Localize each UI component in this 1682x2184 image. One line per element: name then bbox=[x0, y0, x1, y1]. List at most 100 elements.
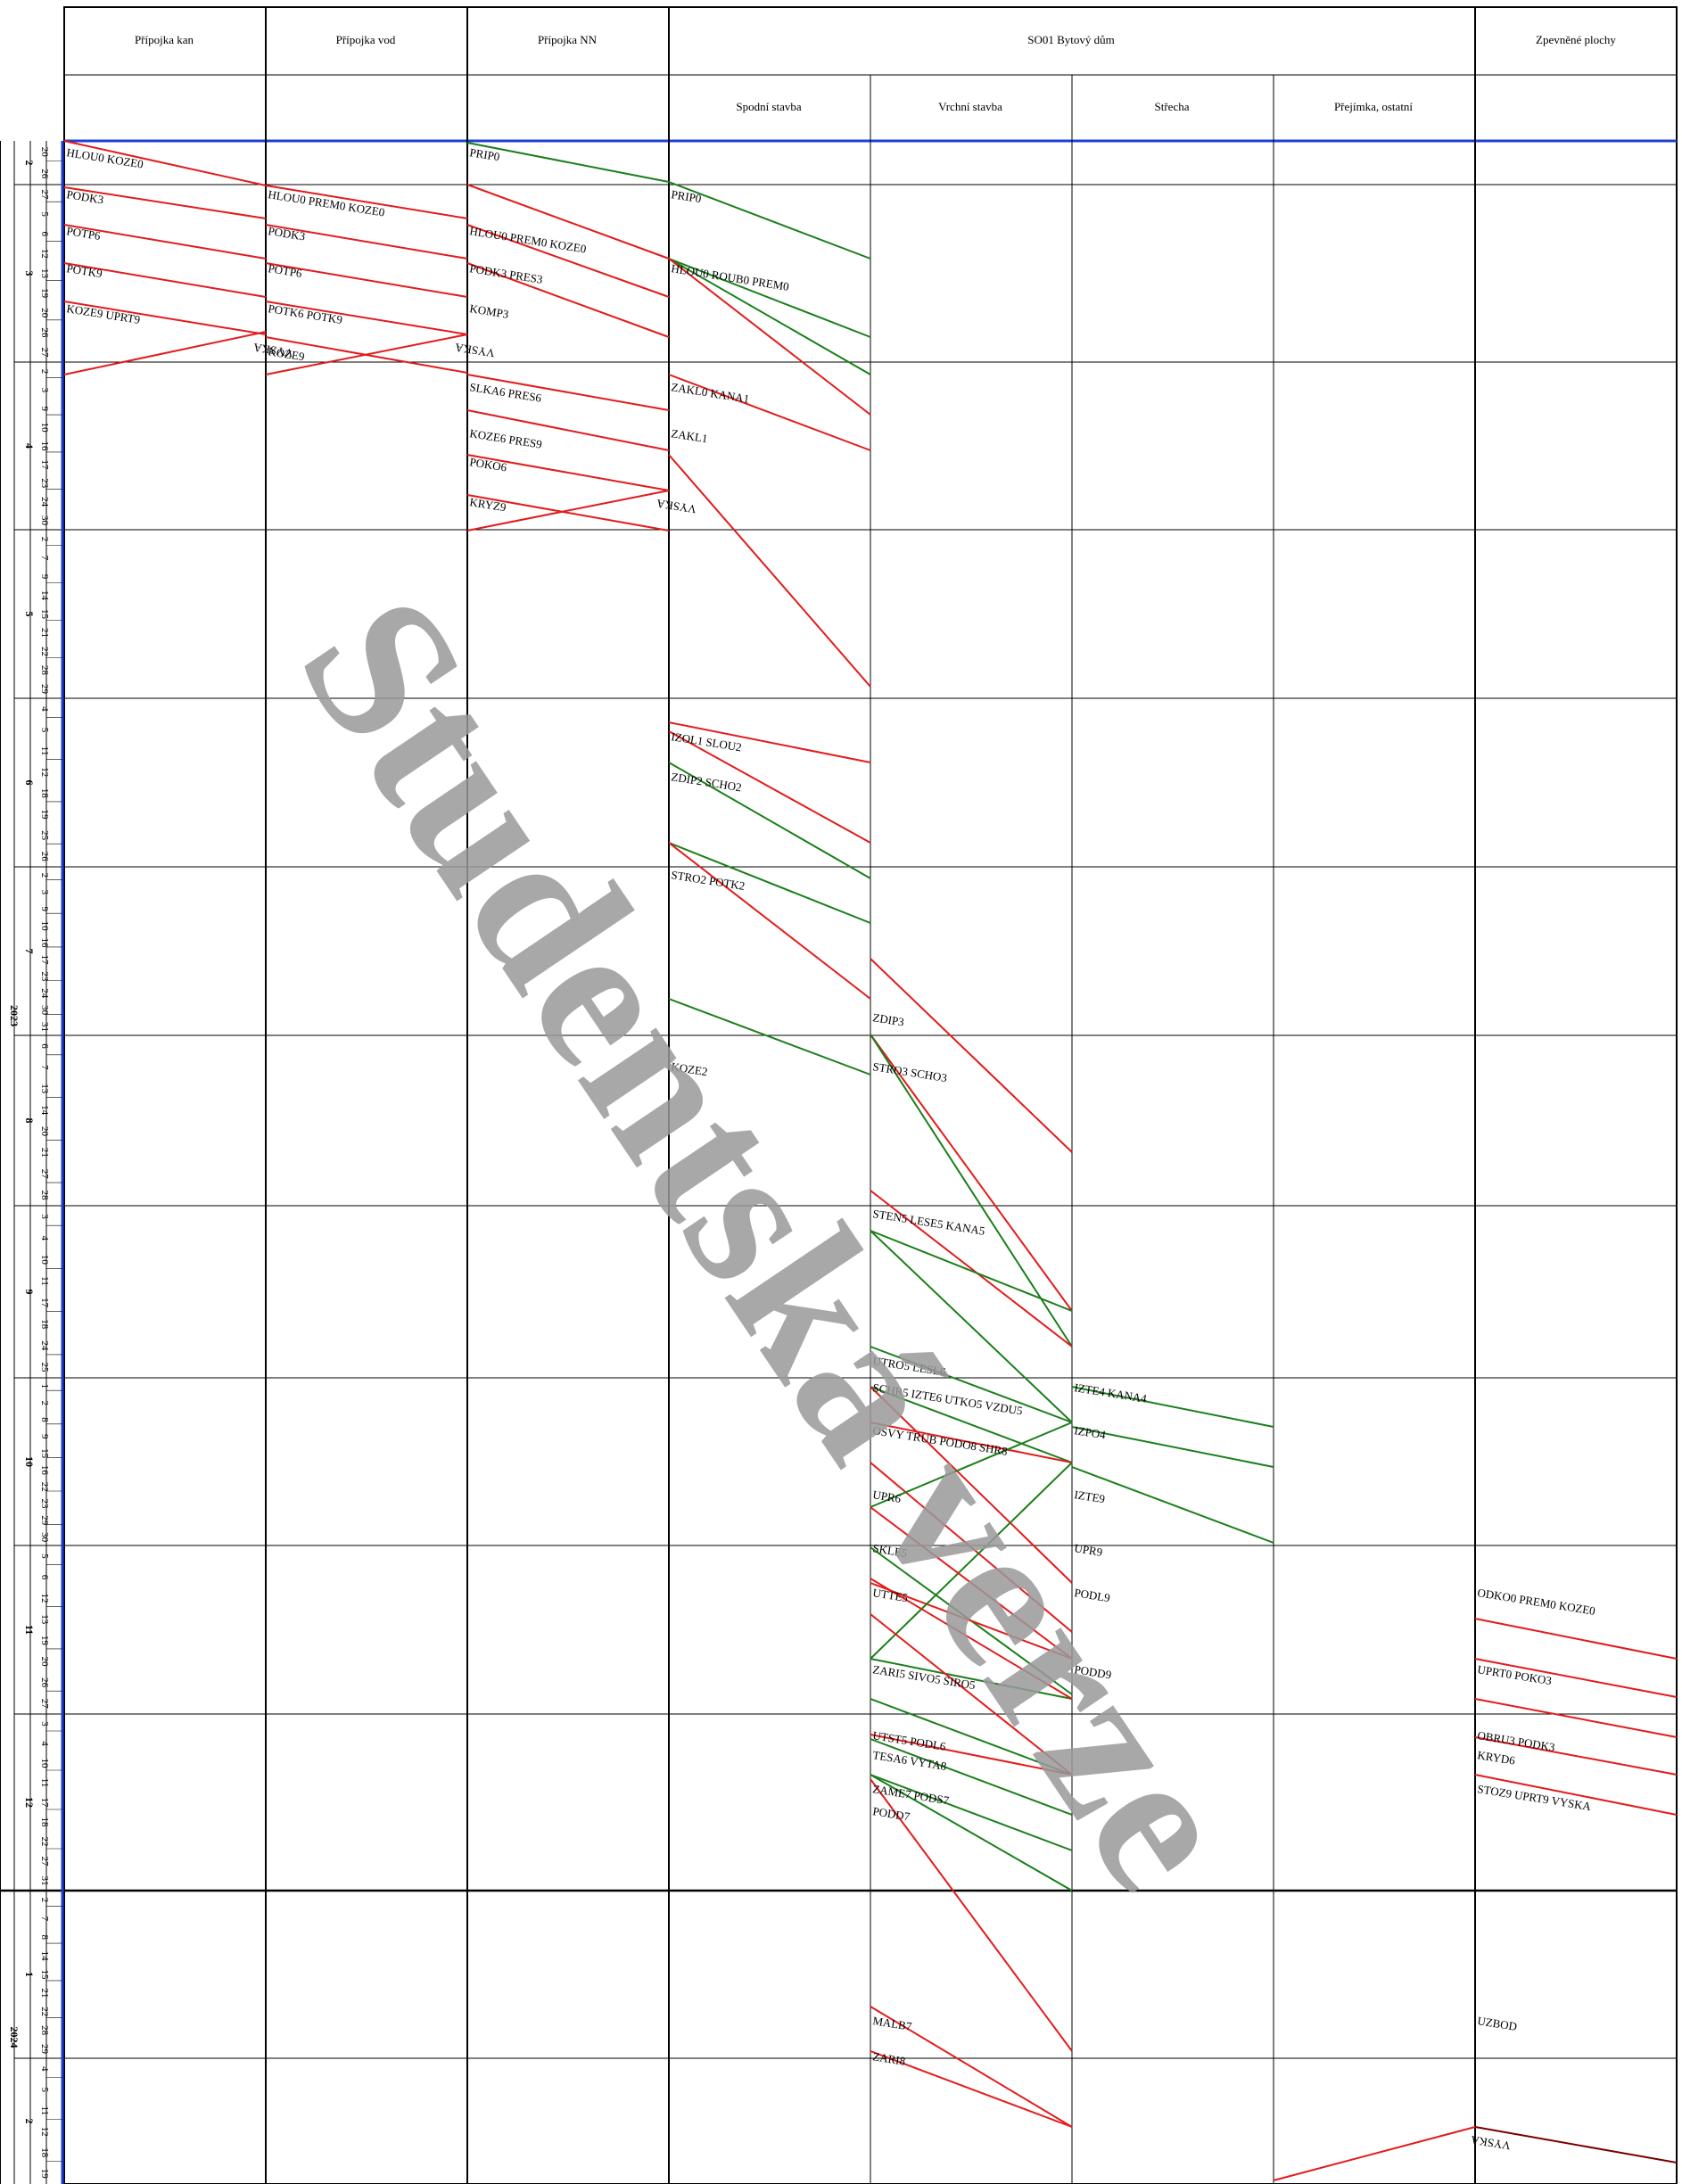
task-label: PRIP0 bbox=[469, 145, 501, 163]
task-line bbox=[870, 1422, 1073, 1463]
date-label: 7 bbox=[39, 556, 50, 561]
task-line bbox=[1071, 1386, 1274, 1428]
date-label: 2 bbox=[39, 873, 50, 878]
milestone-label: VYSKA bbox=[1470, 2133, 1512, 2153]
date-label: 8 bbox=[39, 1934, 50, 1940]
task-label: KOZE6 PRES9 bbox=[469, 426, 543, 451]
date-label: 14 bbox=[39, 1105, 50, 1116]
task-label: SLKA6 PRES6 bbox=[469, 380, 543, 405]
date-label: 22 bbox=[39, 1837, 50, 1847]
task-line bbox=[265, 301, 468, 335]
date-label: 6 bbox=[39, 1043, 50, 1049]
task-line bbox=[870, 1582, 1073, 1660]
task-line bbox=[466, 490, 670, 532]
month-label: 11 bbox=[23, 1625, 36, 1635]
task-label: SKLE5 bbox=[872, 1541, 909, 1560]
date-label: 20 bbox=[39, 147, 50, 158]
task-label: KOZE9 UPRT9 bbox=[66, 301, 142, 326]
date-label: 20 bbox=[39, 1126, 50, 1137]
month-label: 10 bbox=[23, 1456, 36, 1467]
month-label: 3 bbox=[23, 271, 36, 276]
task-label: IZOL1 SLOU2 bbox=[671, 729, 743, 754]
date-label: 24 bbox=[39, 497, 50, 507]
task-label: ZDIP2 SCHO2 bbox=[671, 770, 743, 794]
task-line bbox=[668, 258, 871, 375]
date-label: 5 bbox=[39, 2088, 50, 2093]
date-label: 29 bbox=[39, 1515, 50, 1526]
task-label: PODL9 bbox=[1074, 1586, 1111, 1604]
task-line bbox=[870, 1422, 1073, 1508]
date-label: 21 bbox=[39, 1988, 50, 1998]
date-label: 7 bbox=[39, 1916, 50, 1922]
date-label: 11 bbox=[39, 746, 50, 756]
date-label: 3 bbox=[39, 1721, 50, 1727]
task-line bbox=[466, 184, 670, 260]
month-label: 2 bbox=[23, 2119, 36, 2124]
date-label: 25 bbox=[39, 1362, 50, 1372]
task-label: IZTE4 KANA4 bbox=[1074, 1380, 1149, 1405]
task-line bbox=[466, 454, 670, 491]
date-label: 18 bbox=[39, 1319, 50, 1330]
date-label: 28 bbox=[39, 1191, 50, 1201]
chart-frame bbox=[63, 6, 1678, 2184]
date-label: 24 bbox=[39, 1340, 50, 1351]
date-label: 9 bbox=[39, 907, 50, 912]
task-label: HLOU0 PREM0 KOZE0 bbox=[469, 224, 588, 255]
year-label: 2024 bbox=[8, 2027, 21, 2048]
date-label: 31 bbox=[39, 1876, 50, 1886]
task-label: KOZE2 bbox=[671, 1059, 709, 1078]
date-label: 2 bbox=[39, 1898, 50, 1903]
column-headers: Přípojka kan Přípojka vod Přípojka NN SO… bbox=[135, 33, 1616, 113]
date-label: 4 bbox=[39, 1741, 50, 1746]
date-label: 23 bbox=[39, 478, 50, 489]
task-line bbox=[668, 762, 871, 879]
month-label: 4 bbox=[23, 443, 36, 449]
task-label: POTK6 POTK9 bbox=[268, 301, 343, 326]
date-label: 4 bbox=[39, 2066, 50, 2072]
date-label: 17 bbox=[39, 1298, 50, 1308]
date-label: 19 bbox=[39, 288, 50, 299]
date-label: 21 bbox=[39, 628, 50, 638]
task-line bbox=[870, 1613, 1073, 1776]
date-label: 12 bbox=[39, 2127, 50, 2137]
task-line bbox=[870, 1230, 1073, 1312]
header-zpevnene-plochy: Zpevněné plochy bbox=[1536, 33, 1616, 46]
date-label: 13 bbox=[39, 268, 50, 279]
date-label: 25 bbox=[39, 830, 50, 841]
task-line bbox=[870, 1506, 1073, 1660]
date-label: 5 bbox=[39, 728, 50, 733]
task-line bbox=[63, 186, 267, 219]
subheader-strecha: Střecha bbox=[1155, 100, 1190, 113]
task-label: KOMP3 bbox=[469, 301, 510, 321]
date-label: 4 bbox=[39, 706, 50, 712]
task-line bbox=[1474, 1736, 1678, 1776]
date-label: 28 bbox=[39, 2025, 50, 2036]
task-line bbox=[870, 1698, 1073, 1776]
date-label: 27 bbox=[39, 190, 50, 201]
task-line bbox=[870, 1190, 1073, 1347]
task-line bbox=[265, 224, 468, 260]
date-label: 12 bbox=[39, 767, 50, 777]
task-line bbox=[870, 1230, 1073, 1423]
date-label: 6 bbox=[39, 232, 50, 237]
task-label: UPR6 bbox=[872, 1488, 903, 1505]
task-line bbox=[870, 1578, 1073, 1700]
date-label: 19 bbox=[39, 1636, 50, 1646]
task-label: UPR9 bbox=[1074, 1541, 1104, 1559]
date-label: 16 bbox=[39, 441, 50, 452]
date-label: 21 bbox=[39, 1148, 50, 1158]
task-line bbox=[1474, 1774, 1678, 1816]
month-label: 12 bbox=[23, 1797, 36, 1808]
date-label: 2 bbox=[39, 1400, 50, 1405]
task-label: ZAKL1 bbox=[671, 426, 709, 445]
header-pripojka-nn: Přípojka NN bbox=[538, 33, 598, 46]
task-line bbox=[870, 1462, 1073, 1633]
year-label: 2023 bbox=[8, 1005, 21, 1026]
task-line bbox=[466, 374, 670, 411]
date-label: 9 bbox=[39, 1434, 50, 1439]
task-label: UZBOD bbox=[1477, 2014, 1519, 2033]
date-label: 26 bbox=[39, 852, 50, 862]
task-line bbox=[1071, 1426, 1274, 1468]
task-line bbox=[1474, 2126, 1678, 2163]
task-label: PODK3 bbox=[66, 187, 105, 206]
